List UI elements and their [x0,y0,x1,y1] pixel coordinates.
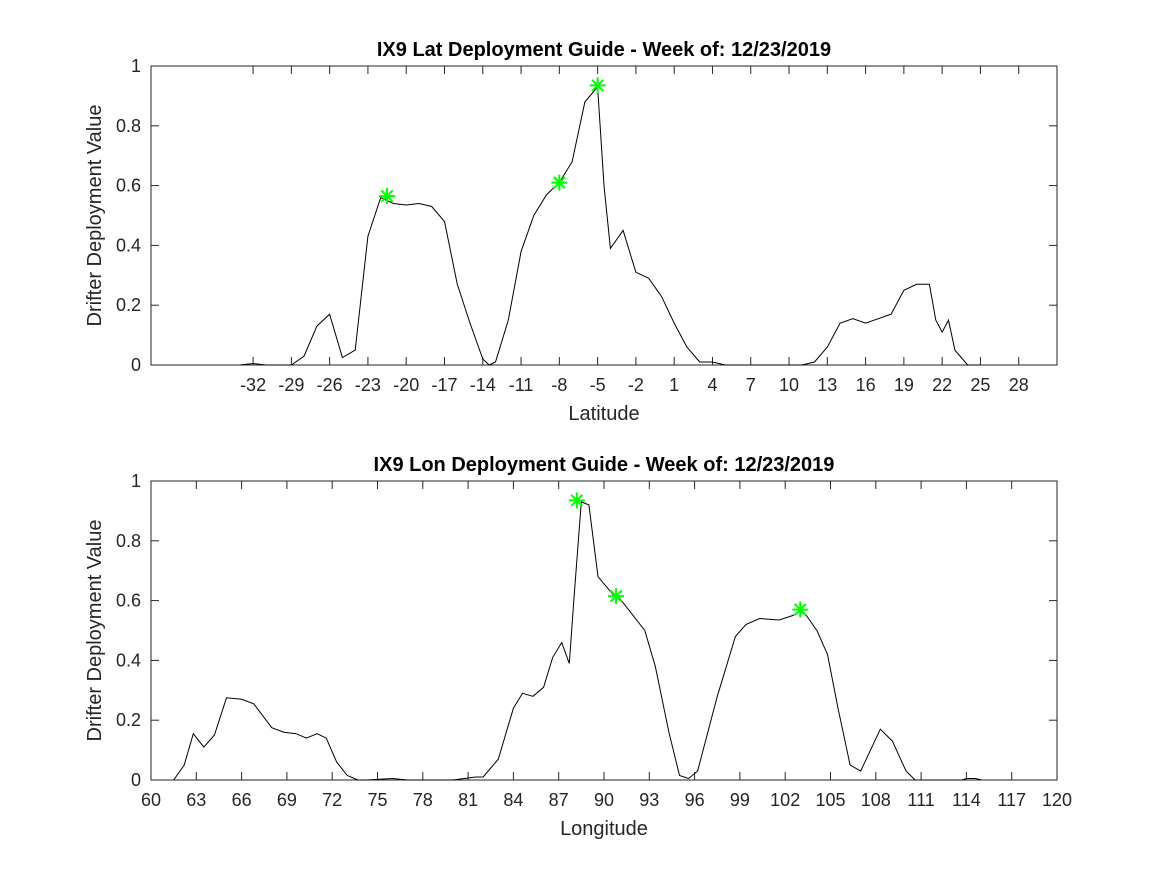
x-tick-label: 63 [186,790,206,810]
x-axis-label: Longitude [560,818,648,840]
x-tick-label: -14 [470,375,496,395]
x-tick-label: 13 [817,375,837,395]
x-tick-label: 81 [458,790,478,810]
chart-title: IX9 Lat Deployment Guide - Week of: 12/2… [377,39,831,61]
x-tick-label: -2 [628,375,644,395]
y-tick-label: 0.8 [116,531,141,551]
x-tick-label: 117 [997,790,1026,810]
x-tick-label: 111 [907,790,934,810]
x-tick-label: 78 [413,790,433,810]
peak-marker [792,601,809,618]
x-tick-label: 60 [141,790,161,810]
x-tick-label: 93 [639,790,659,810]
peak-marker [589,77,606,94]
x-tick-label: 75 [367,790,387,810]
series [240,85,981,366]
peak-marker [551,174,568,191]
x-tick-label: -5 [590,375,606,395]
x-tick-label: -26 [317,375,343,395]
x-tick-label: 10 [779,375,799,395]
x-tick-label: 87 [549,790,569,810]
series-line [240,85,981,366]
x-tick-label: -8 [551,375,567,395]
x-tick-label: 120 [1042,790,1072,810]
y-axis-label: Drifter Deployment Value [84,105,106,327]
x-tick-label: 114 [952,790,981,810]
x-tick-label: 72 [322,790,342,810]
x-tick-label: 108 [861,790,891,810]
x-axis-label: Latitude [568,403,639,425]
x-tick-label: 22 [932,375,952,395]
x-tick-label: 105 [815,790,845,810]
y-tick-label: 0.2 [116,295,141,315]
y-tick-label: 1 [131,56,141,76]
y-tick-label: 0 [131,770,141,790]
x-tick-label: -29 [278,375,304,395]
x-tick-label: -17 [431,375,457,395]
x-tick-label: 4 [707,375,717,395]
markers [379,77,606,205]
y-tick-label: 0.2 [116,710,141,730]
x-tick-label: -32 [240,375,266,395]
markers [568,492,809,618]
y-axis-label: Drifter Deployment Value [84,520,106,742]
x-tick-label: 69 [277,790,297,810]
y-tick-label: 0.8 [116,116,141,136]
y-tick-label: 1 [131,471,141,491]
x-tick-label: 16 [856,375,876,395]
x-tick-label: 19 [894,375,914,395]
latitude-chart: -32 -29 -26 -23 -20 -17 -14 -11 -8 -5 -2 1 4 7 10 13 16 1… [84,39,1058,425]
ticks: 60 63 66 69 72 75 78 81 84 87 90 93 96 99 102 105 108 111… [116,471,1072,810]
y-tick-label: 0 [131,355,141,375]
x-tick-label: 25 [970,375,990,395]
x-tick-label: -23 [355,375,381,395]
x-tick-label: 102 [770,790,800,810]
x-tick-label: -11 [509,375,534,395]
axes-box [150,480,1058,781]
series-line [173,501,982,781]
x-tick-label: 7 [746,375,756,395]
y-tick-label: 0.6 [116,591,141,611]
x-tick-label: 84 [503,790,523,810]
chart-title: IX9 Lon Deployment Guide - Week of: 12/2… [374,454,835,476]
peak-marker [568,492,585,509]
series [173,501,982,781]
x-tick-label: 1 [669,375,679,395]
ticks: -32 -29 -26 -23 -20 -17 -14 -11 -8 -5 -2 1 4 7 10 13 16 1… [116,56,1057,395]
y-tick-label: 0.4 [116,650,141,670]
x-tick-label: 99 [730,790,750,810]
x-tick-label: 90 [594,790,614,810]
peak-marker [608,588,625,605]
axes-box [150,65,1058,366]
longitude-chart: 60 63 66 69 72 75 78 81 84 87 90 93 96 99 102 105 108 111… [84,454,1072,840]
x-tick-label: 28 [1009,375,1029,395]
x-tick-label: -20 [393,375,419,395]
peak-marker [379,188,396,205]
y-tick-label: 0.4 [116,235,141,255]
y-tick-label: 0.6 [116,176,141,196]
x-tick-label: 96 [685,790,705,810]
x-tick-label: 66 [232,790,252,810]
